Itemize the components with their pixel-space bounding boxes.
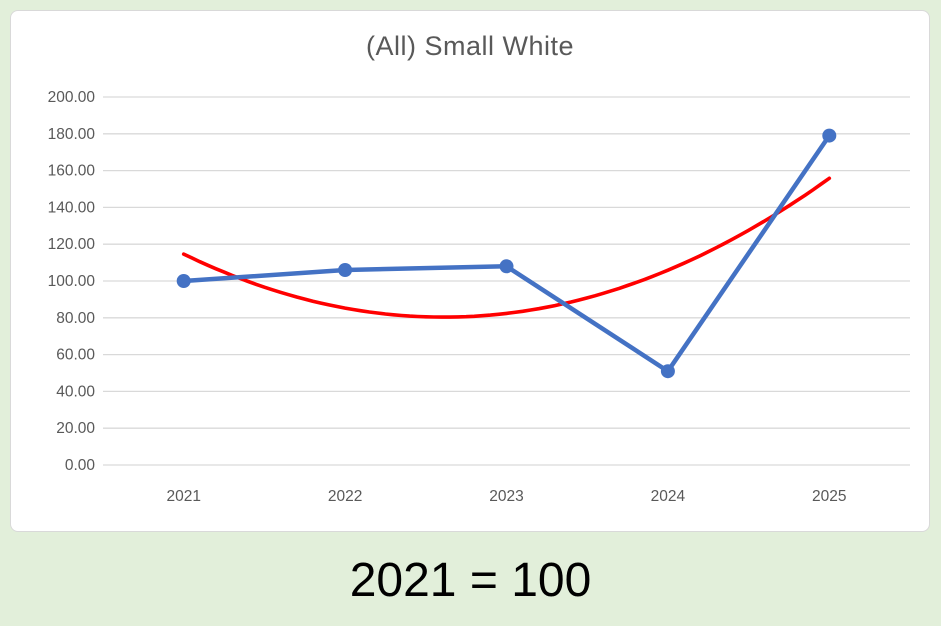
y-tick-label: 40.00 <box>56 383 95 400</box>
data-point-marker <box>338 263 353 277</box>
y-tick-label: 20.00 <box>56 420 95 437</box>
chart-title: (All) Small White <box>365 31 575 61</box>
footnote-label: 2021 = 100 <box>349 554 592 607</box>
y-tick-label: 180.00 <box>48 126 96 143</box>
y-tick-label: 80.00 <box>56 310 95 327</box>
y-tick-label: 100.00 <box>48 273 96 290</box>
y-tick-label: 200.00 <box>48 89 96 106</box>
x-tick-label: 2024 <box>651 488 686 505</box>
data-point-marker <box>176 274 191 288</box>
y-tick-label: 140.00 <box>48 199 96 216</box>
y-tick-label: 0.00 <box>65 457 96 474</box>
y-tick-label: 60.00 <box>56 347 95 364</box>
x-tick-label: 2023 <box>489 488 523 505</box>
data-point-marker <box>660 364 675 379</box>
x-tick-label: 2022 <box>328 488 362 505</box>
trendline-series <box>181 176 832 319</box>
data-point-marker <box>499 259 514 274</box>
x-tick-label: 2021 <box>166 488 200 505</box>
y-tick-label: 120.00 <box>48 236 96 253</box>
x-tick-label: 2025 <box>812 488 846 505</box>
data-point-marker <box>822 128 837 143</box>
y-tick-label: 160.00 <box>48 163 96 180</box>
